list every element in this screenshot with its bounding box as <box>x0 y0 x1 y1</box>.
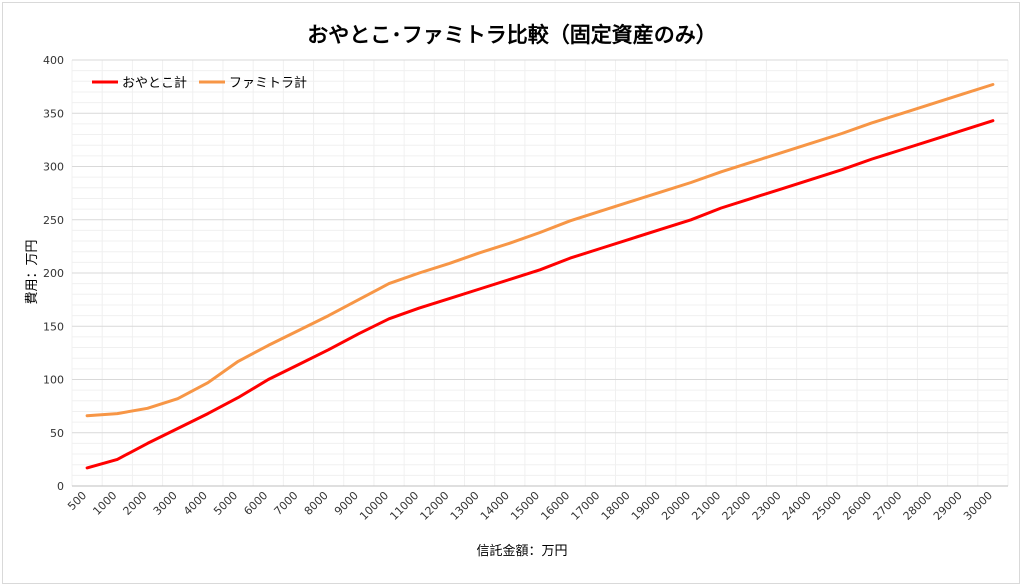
x-tick-label: 27000 <box>871 489 905 523</box>
x-tick-label: 3000 <box>151 489 180 518</box>
y-tick-label: 350 <box>43 107 64 120</box>
x-tick-label: 10000 <box>357 489 391 523</box>
x-tick-label: 1000 <box>90 489 119 518</box>
x-tick-label: 28000 <box>901 489 935 523</box>
y-tick-label: 250 <box>43 214 64 227</box>
x-tick-label: 5000 <box>211 489 240 518</box>
y-tick-label: 200 <box>43 267 64 280</box>
y-tick-label: 150 <box>43 320 64 333</box>
x-tick-label: 16000 <box>538 489 572 523</box>
y-axis-title: 費用：万円 <box>25 239 40 304</box>
x-tick-label: 12000 <box>418 489 452 523</box>
x-tick-label: 30000 <box>961 489 995 523</box>
series-line-1 <box>85 119 995 470</box>
y-tick-label: 100 <box>43 374 64 387</box>
y-tick-label: 400 <box>43 54 64 67</box>
series-lines <box>85 83 995 470</box>
x-tick-label: 6000 <box>241 489 270 518</box>
y-tick-label: 50 <box>50 427 64 440</box>
x-tick-label: 2000 <box>121 489 150 518</box>
x-tick-label: 25000 <box>810 489 844 523</box>
x-tick-label: 17000 <box>569 489 603 523</box>
x-tick-label: 24000 <box>780 489 814 523</box>
x-tick-label: 18000 <box>599 489 633 523</box>
x-tick-label: 23000 <box>750 489 784 523</box>
x-tick-label: 22000 <box>720 489 754 523</box>
x-tick-label: 26000 <box>840 489 874 523</box>
x-tick-label: 19000 <box>629 489 663 523</box>
x-tick-label: 15000 <box>508 489 542 523</box>
x-tick-label: 13000 <box>448 489 482 523</box>
x-tick-label: 500 <box>65 489 89 513</box>
x-tick-label: 20000 <box>659 489 693 523</box>
legend-label-1: おやとこ計 <box>122 75 187 91</box>
x-tick-label: 29000 <box>931 489 965 523</box>
x-tick-label: 7000 <box>272 489 301 518</box>
y-tick-label: 300 <box>43 161 64 174</box>
series-line-2 <box>85 83 995 418</box>
x-tick-label: 11000 <box>387 489 421 523</box>
x-tick-label: 8000 <box>302 489 331 518</box>
legend-label-2: ファミトラ計 <box>229 75 307 91</box>
chart-title: おやとこ･ファミトラ比較（固定資産のみ） <box>307 23 717 47</box>
y-tick-label: 0 <box>57 480 64 493</box>
x-tick-labels: 500 1000 2000 3000 4000 5000 6000 7000 8000 90001… <box>65 489 995 523</box>
x-tick-label: 4000 <box>181 489 210 518</box>
legend: おやとこ計 ファミトラ計 <box>92 75 307 91</box>
x-axis-title: 信託金額：万円 <box>476 543 567 559</box>
x-tick-label: 21000 <box>689 489 723 523</box>
y-tick-labels: 0 50 100 150 200 250 300 350 400 <box>43 54 64 493</box>
x-tick-label: 14000 <box>478 489 512 523</box>
